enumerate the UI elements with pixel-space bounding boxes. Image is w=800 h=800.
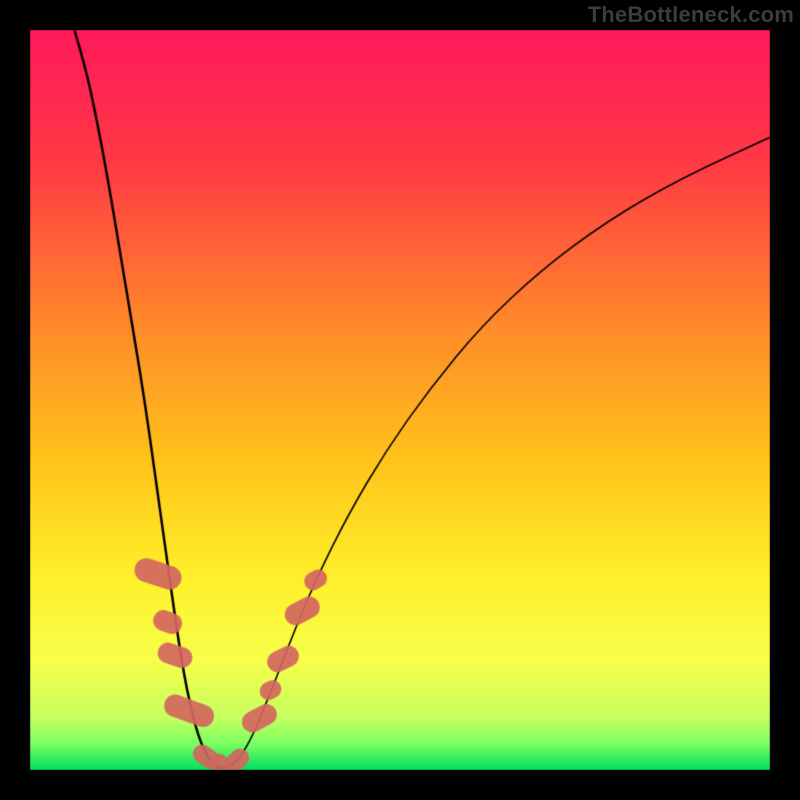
chart-container: TheBottleneck.com [0, 0, 800, 800]
watermark-label: TheBottleneck.com [588, 2, 794, 28]
bottleneck-curve [0, 0, 800, 800]
